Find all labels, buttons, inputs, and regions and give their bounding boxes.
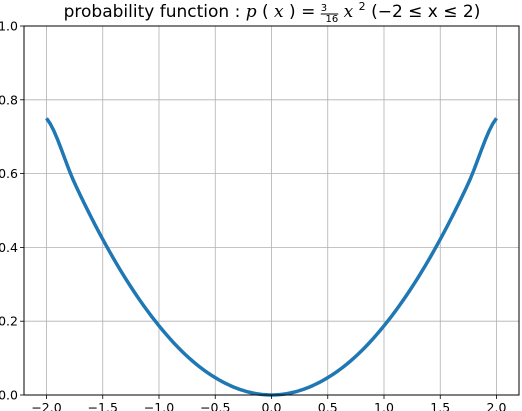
x-tick-label-0: −2.0 [31,400,61,411]
title-variable: x [274,2,284,22]
title-power-base: x [344,2,354,22]
x-tick-label-3: −0.5 [200,400,230,411]
grid [24,25,519,396]
x-tick-label-4: 0.0 [262,400,282,411]
x-tick-label-7: 1.5 [430,400,450,411]
title-equals: ) = [289,2,321,22]
x-tick-label-1: −1.5 [88,400,118,411]
title-function-name: p [246,2,257,22]
y-tick-label-1: 0.2 [0,314,18,329]
ticks: −2.0 −1.5 −1.0 −0.5 0.0 0.5 1.0 1.5 2.0 0.0 0.2 0.4… [0,19,506,411]
y-tick-label-0: 0.0 [0,388,18,403]
title-open-paren: ( [262,2,269,22]
x-tick-label-5: 0.5 [318,400,338,411]
y-tick-label-5: 1.0 [0,19,18,34]
x-tick-label-6: 1.0 [374,400,394,411]
title-fraction-denominator: 16 [326,14,339,25]
title-power-exponent: 2 [359,0,366,13]
title-prefix: probability function : [64,2,246,22]
title-fraction-numerator: 3 [321,3,327,14]
chart-title: probability function : p ( x ) = 3 16 x … [64,0,481,27]
title-domain: (−2 ≤ x ≤ 2) [371,2,480,22]
y-tick-label-4: 0.8 [0,92,18,107]
x-tick-label-8: 2.0 [487,400,507,411]
y-tick-label-3: 0.6 [0,166,18,181]
y-tick-label-2: 0.4 [0,240,18,255]
x-tick-label-2: −1.0 [144,400,174,411]
